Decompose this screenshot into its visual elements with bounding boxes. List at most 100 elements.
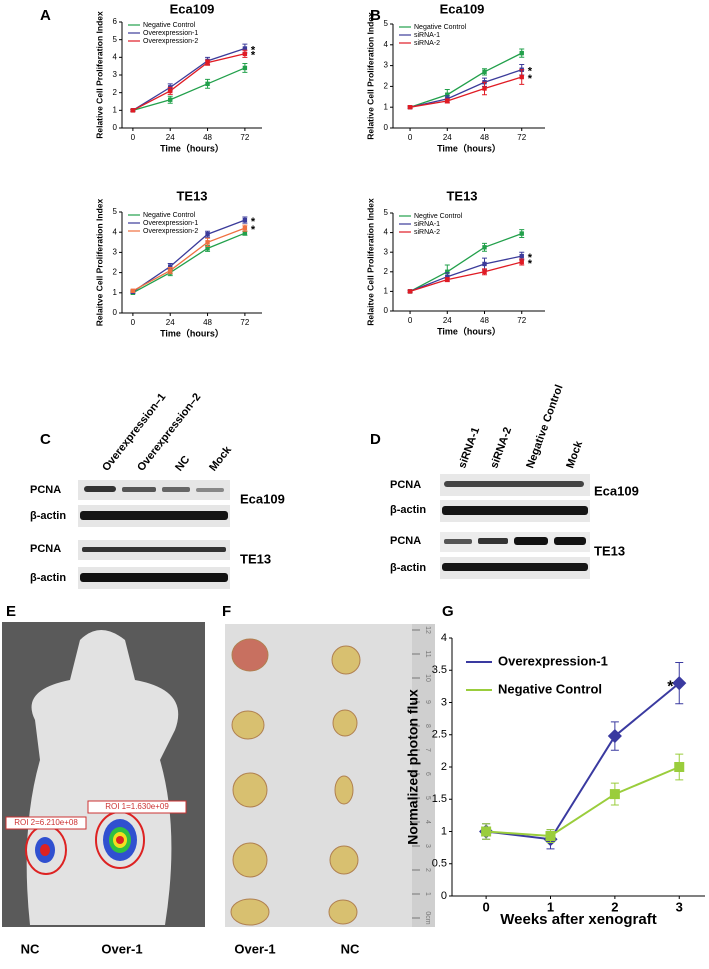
image-label: NC xyxy=(21,941,40,956)
annotation: * xyxy=(528,258,533,270)
lane-label: Overexpression–1 xyxy=(100,391,168,474)
data-point xyxy=(205,240,210,245)
data-point xyxy=(481,826,492,837)
ruler-label: 11 xyxy=(424,650,431,657)
row-label: PCNA xyxy=(30,543,61,555)
data-point xyxy=(242,225,248,231)
y-tick-label: 4 xyxy=(113,52,118,61)
legend-label: Overexpression-1 xyxy=(498,653,608,668)
y-tick-label: 4 xyxy=(384,40,389,49)
data-point xyxy=(674,762,685,772)
series-line xyxy=(409,69,522,108)
data-point xyxy=(482,86,487,91)
series-line xyxy=(132,219,246,293)
y-axis-label: Relaitve Cell Proliferation Index xyxy=(365,198,375,326)
x-tick-label: 72 xyxy=(240,318,249,327)
y-tick-label: 1.5 xyxy=(432,793,447,805)
legend-label: Negative Control xyxy=(143,22,196,29)
x-axis-label: Weeks after xenograft xyxy=(500,911,656,928)
cell-label: TE13 xyxy=(240,551,271,566)
y-tick-label: 1 xyxy=(113,105,118,114)
series-line xyxy=(409,52,523,108)
row-label: PCNA xyxy=(390,535,421,547)
chart-title: TE13 xyxy=(446,188,477,203)
data-point xyxy=(242,217,248,223)
legend-label: Overexpression-1 xyxy=(143,220,198,227)
data-point xyxy=(519,74,524,80)
y-tick-label: 4 xyxy=(384,228,389,237)
data-point xyxy=(168,97,173,102)
data-point xyxy=(482,69,487,75)
legend-label: siRNA-2 xyxy=(414,229,440,236)
annotation: * xyxy=(528,66,533,78)
x-tick-label: 0 xyxy=(131,318,136,327)
series-line xyxy=(132,227,246,292)
ruler-label: 1 xyxy=(424,892,431,896)
y-tick-label: 2 xyxy=(441,761,447,773)
data-point xyxy=(242,231,248,236)
annotation: * xyxy=(528,252,533,264)
y-tick-label: 1 xyxy=(384,102,389,111)
x-tick-label: 48 xyxy=(203,318,212,327)
series-line xyxy=(409,232,522,292)
data-point xyxy=(168,268,173,273)
panel-letter: B xyxy=(370,7,381,24)
row-label: PCNA xyxy=(30,484,61,496)
panel-letter: A xyxy=(40,7,51,24)
series-line xyxy=(486,766,680,838)
legend-label: Overexpression-2 xyxy=(143,228,198,235)
row-label: β-actin xyxy=(390,562,426,574)
ruler-label: 10 xyxy=(424,674,431,682)
y-tick-label: 2 xyxy=(384,267,389,276)
x-axis-label: Time（hours） xyxy=(160,328,224,338)
x-tick-label: 72 xyxy=(517,316,526,325)
panel-letter: C xyxy=(40,431,51,448)
y-tick-label: 5 xyxy=(113,207,118,216)
legend-label: Negative Control xyxy=(414,24,467,31)
data-point xyxy=(445,92,450,97)
y-tick-label: 3 xyxy=(113,248,118,257)
panel-letter: F xyxy=(222,603,231,620)
x-axis-label: Time（hours） xyxy=(437,143,501,153)
x-axis-label: Time（hours） xyxy=(160,143,224,153)
series-line xyxy=(409,76,522,108)
y-tick-label: 0 xyxy=(441,890,447,902)
data-point xyxy=(482,245,487,250)
legend-label: Overexpression-2 xyxy=(143,38,198,45)
row-label: PCNA xyxy=(390,479,421,491)
image-label: Over-1 xyxy=(234,941,275,956)
y-axis-label: Normalized photon flux xyxy=(405,689,421,845)
ruler-label: 12 xyxy=(424,626,431,634)
x-tick-label: 1 xyxy=(547,899,554,914)
annotation: * xyxy=(528,73,533,85)
y-tick-label: 3 xyxy=(384,61,389,70)
data-point xyxy=(545,831,556,842)
x-tick-label: 48 xyxy=(480,316,489,325)
panel-letter: E xyxy=(6,603,16,620)
cell-label: TE13 xyxy=(594,543,625,558)
data-point xyxy=(205,60,210,65)
data-point xyxy=(445,274,450,279)
image-f: Over-1 NC xyxy=(225,624,435,956)
annotation: * xyxy=(667,678,674,695)
x-tick-label: 0 xyxy=(408,133,413,142)
ruler-label: 0cm xyxy=(424,911,431,924)
series-line xyxy=(409,255,522,293)
data-point xyxy=(519,231,524,236)
cell-label: Eca109 xyxy=(240,491,285,506)
row-label: β-actin xyxy=(390,504,426,516)
x-tick-label: 24 xyxy=(166,318,175,327)
x-tick-label: 0 xyxy=(131,133,136,142)
x-tick-label: 48 xyxy=(203,133,212,142)
image-label: NC xyxy=(341,941,360,956)
x-tick-label: 2 xyxy=(611,899,618,914)
chart-title: TE13 xyxy=(176,188,207,203)
cell-label: Eca109 xyxy=(594,483,639,498)
x-tick-label: 72 xyxy=(240,133,249,142)
lane-label: siRNA-1 xyxy=(456,426,482,470)
y-tick-label: 2 xyxy=(384,82,389,91)
series-line xyxy=(132,53,246,111)
y-axis-label: Relative Cell Proliferation Index xyxy=(365,12,375,140)
ruler-label: 2 xyxy=(424,868,431,872)
